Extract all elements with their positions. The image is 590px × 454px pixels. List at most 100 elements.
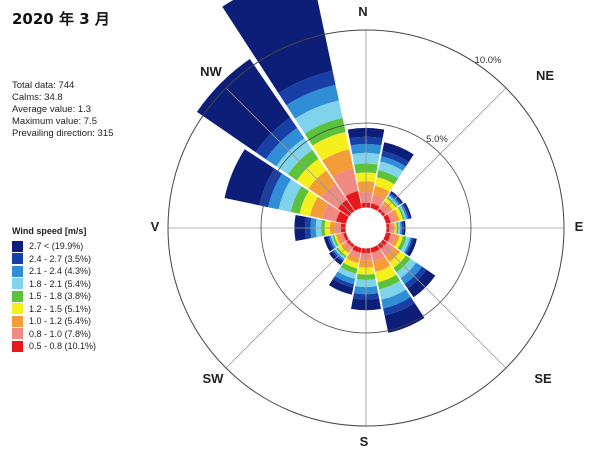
sector-112.5-bin-4 [397,235,407,251]
sector-292.5-bin-5 [278,179,302,212]
direction-label-ne: NE [536,68,554,83]
legend-entries: 2.7 < (19.9%) 2.4 - 2.7 (3.5%) 2.1 - 2.4 (… [12,240,96,353]
sector-202.5-bin-0 [352,244,362,253]
legend-label: 2.1 - 2.4 (4.3%) [29,266,92,277]
spoke-225 [225,227,367,369]
legend-swatch [12,328,23,340]
legend-swatch [12,253,23,265]
legend-entry: 1.2 - 1.5 (5.1%) [12,303,96,316]
legend-label: 2.4 - 2.7 (3.5%) [29,253,92,264]
stat-prevailing-direction: Prevailing direction: 315 [12,128,114,139]
legend-entry: 2.7 < (19.9%) [12,240,96,253]
sector-67.5-bin-6 [400,204,409,220]
sector-292.5-bin-4 [290,186,309,214]
sector-67.5-bin-1 [387,211,397,223]
sector-202.5-bin-4 [340,262,358,274]
sector-157.5-bin-7 [383,297,415,316]
ring-5-percent [260,122,472,334]
sector-157.5-bin-8 [384,302,425,333]
sector-247.5-bin-5 [330,235,338,248]
sector-112.5-bin-3 [394,235,403,249]
legend-label: 1.5 - 1.8 (3.8%) [29,291,92,302]
sector-67.5-bin-0 [382,214,391,224]
spoke-45 [365,87,507,229]
direction-label-nw: NW [200,64,222,79]
sector-202.5-bin-2 [346,253,360,264]
sector-22.5-bin-6 [380,156,406,171]
stat-calms: Calms: 34.8 [12,92,63,103]
legend-entry: 1.8 - 2.1 (5.4%) [12,278,96,291]
spoke-315 [225,87,367,229]
ring-10-percent [167,29,565,427]
statistics-block: Total data: 744 Calms: 34.8 Average valu… [12,80,113,140]
sector-112.5-bin-2 [391,234,400,247]
sector-247.5-bin-6 [329,235,336,249]
sector-22.5-bin-5 [378,161,404,179]
stat-average-value: Average value: 1.3 [12,104,92,115]
sector-112.5-bin-8 [406,238,417,257]
sector-67.5-bin-4 [397,206,405,221]
sector-292.5-bin-6 [268,173,292,210]
legend-swatch [12,240,23,252]
wind-rose-sectors [196,0,436,333]
sector-22.5-bin-4 [376,170,399,185]
legend-swatch [12,340,23,352]
legend-entry: 0.5 - 0.8 (10.1%) [12,340,96,353]
sector-22.5-bin-7 [381,150,409,167]
sector-247.5-bin-1 [339,232,347,243]
stat-total-data: Total data: 744 [12,80,75,91]
sector-112.5-bin-7 [405,237,414,255]
sector-292.5-bin-3 [299,190,318,217]
sector-292.5-bin-1 [322,203,341,222]
sector-337.5-bin-4 [304,117,346,146]
sector-157.5-bin-1 [371,249,385,262]
sector-337.5-bin-8 [222,0,333,94]
sector-337.5-bin-7 [278,70,336,106]
sector-247.5-bin-0 [342,232,350,241]
direction-label-se: SE [534,371,552,386]
spoke-135 [365,227,507,369]
legend-entry: 1.5 - 1.8 (3.8%) [12,290,96,303]
legend-label: 0.8 - 1.0 (7.8%) [29,328,92,339]
legend-swatch [12,303,23,315]
sector-247.5-bin-2 [335,233,344,245]
sector-337.5-bin-3 [312,131,350,161]
sector-157.5-bin-0 [370,244,380,253]
legend-swatch [12,315,23,327]
sector-292.5-bin-8 [224,149,275,206]
sector-202.5-bin-8 [328,279,354,295]
sector-202.5-bin-6 [334,271,356,285]
legend-entry: 2.4 - 2.7 (3.5%) [12,253,96,266]
legend-entry: 0.8 - 1.0 (7.8%) [12,328,96,341]
sector-67.5-bin-2 [391,209,400,222]
sector-202.5-bin-1 [349,249,361,259]
legend-swatch [12,278,23,290]
sector-22.5-bin-8 [382,142,414,162]
direction-label-sw: SW [203,371,225,386]
ring-label-1: 10.0% [475,55,502,66]
legend-entry: 1.0 - 1.2 (5.4%) [12,315,96,328]
sector-67.5-bin-8 [403,202,412,219]
sector-292.5-bin-0 [335,211,350,224]
legend-swatch [12,265,23,277]
legend-swatch [12,290,23,302]
direction-label-v: V [151,219,160,234]
legend-label: 2.7 < (19.9%) [29,241,84,252]
sector-292.5-bin-2 [309,196,329,219]
legend-entry: 2.1 - 2.4 (4.3%) [12,265,96,278]
sector-157.5-bin-6 [381,289,411,309]
sector-337.5-bin-6 [286,84,339,119]
sector-337.5-bin-1 [332,168,359,197]
wind-rose-grid [167,29,565,427]
sector-202.5-bin-7 [332,276,355,288]
sector-112.5-bin-5 [400,236,410,253]
legend: Wind speed [m/s] 2.7 < (19.9%) 2.4 - 2.7 … [12,226,96,353]
sector-22.5-bin-2 [373,185,390,200]
sector-22.5-bin-0 [370,203,380,212]
sector-22.5-bin-1 [371,194,385,207]
sector-67.5-bin-3 [394,207,403,221]
sector-112.5-bin-0 [382,232,391,242]
legend-title: Wind speed [m/s] [12,226,87,236]
legend-label: 1.0 - 1.2 (5.4%) [29,316,92,327]
